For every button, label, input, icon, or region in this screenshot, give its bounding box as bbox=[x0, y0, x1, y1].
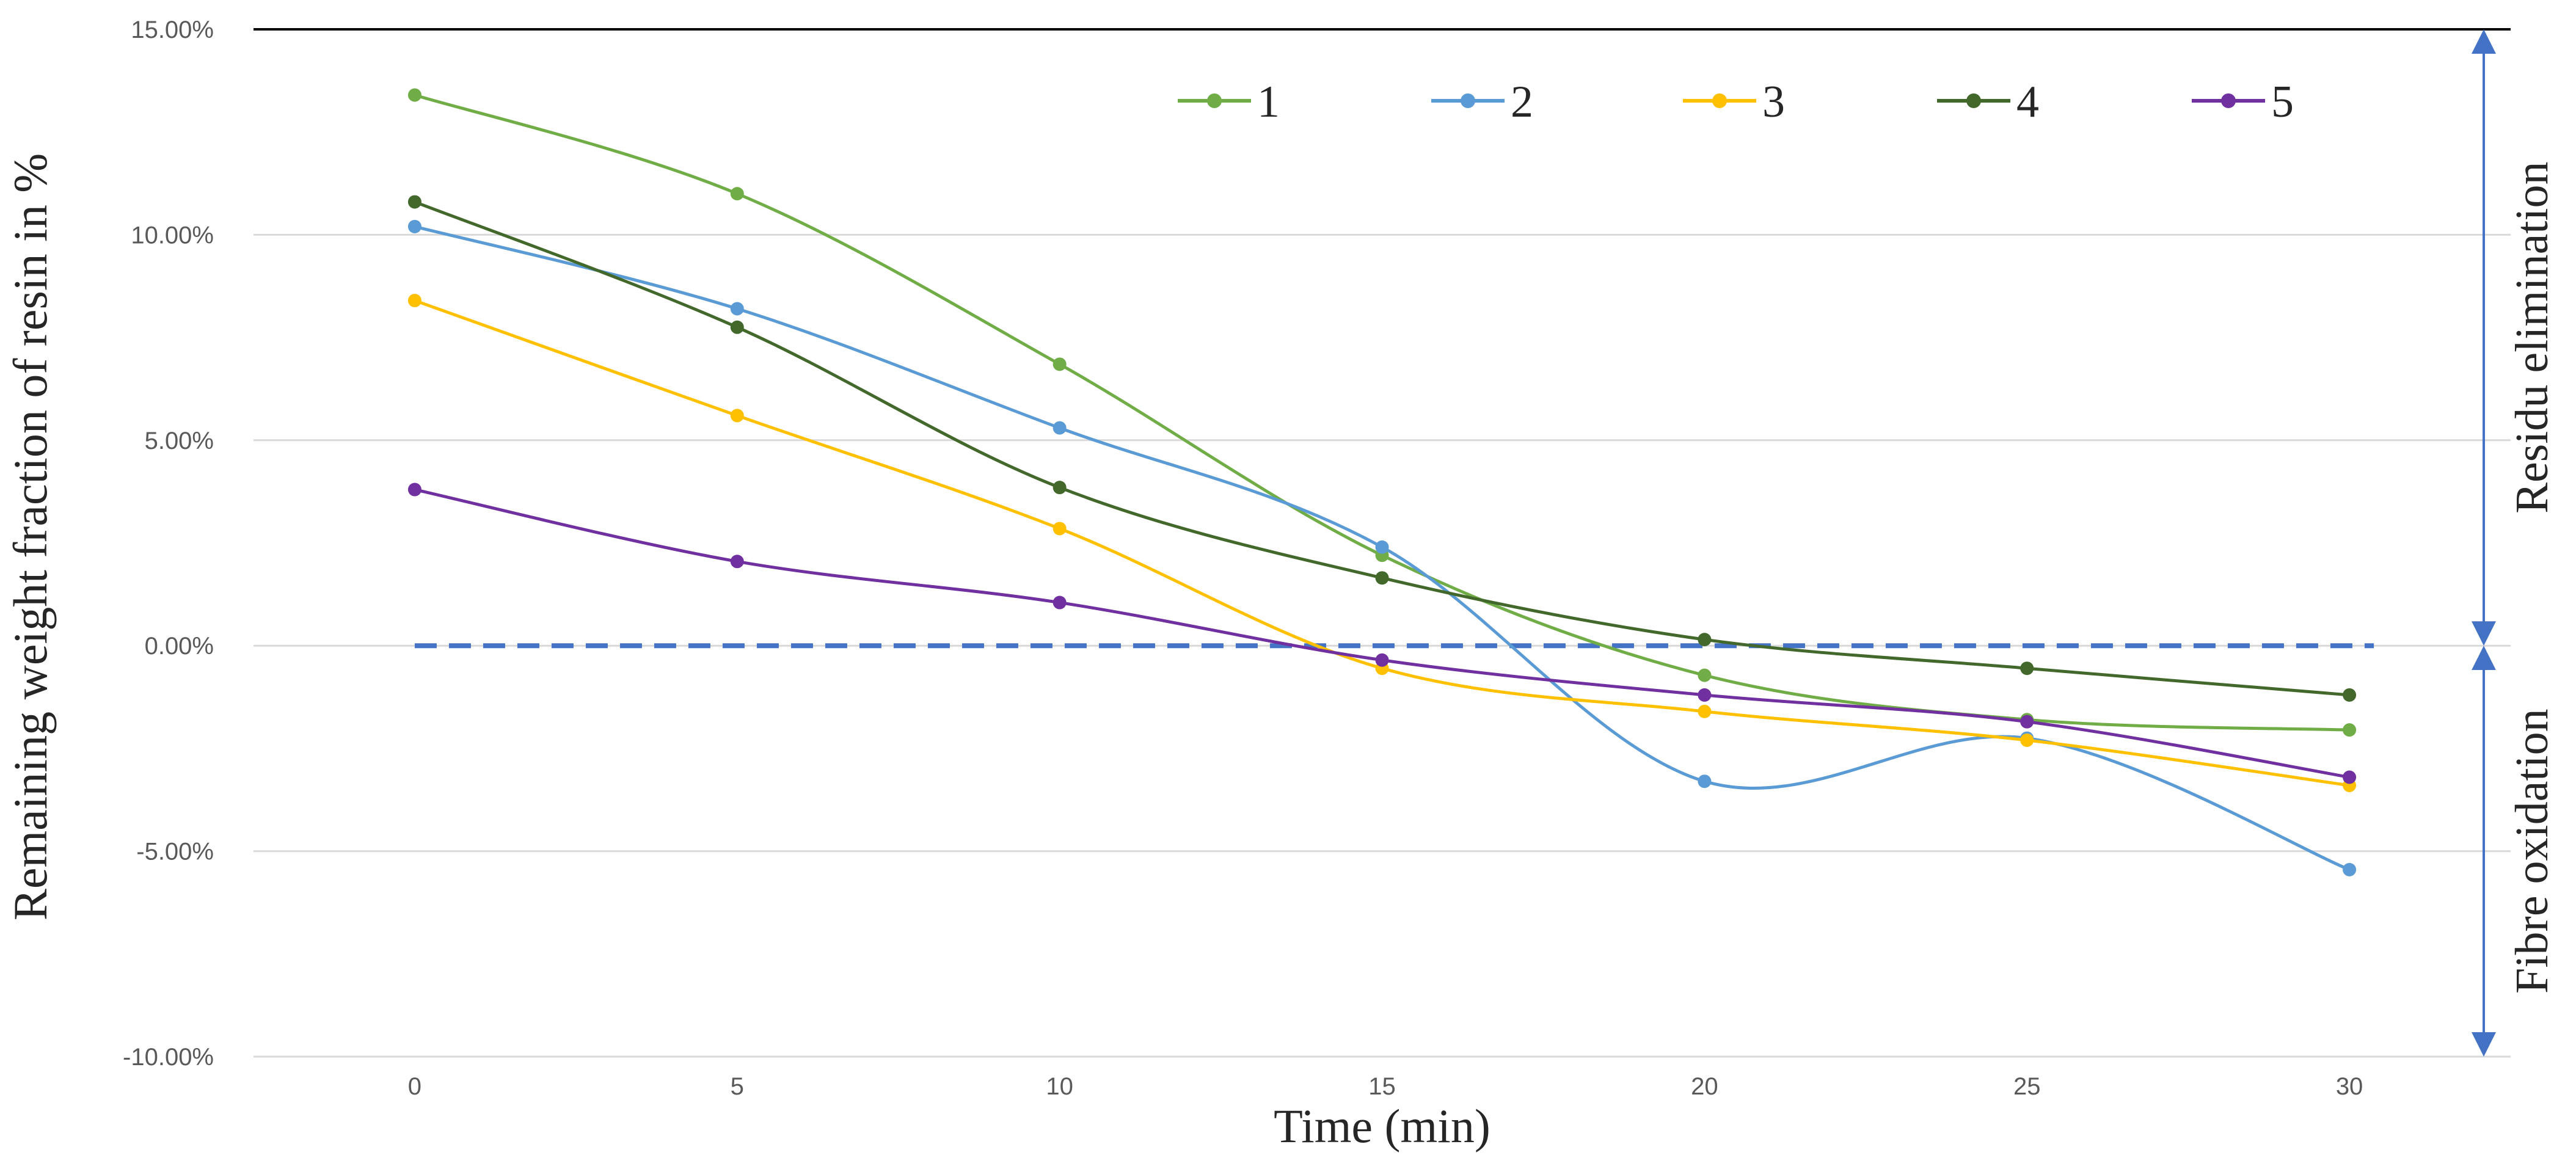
x-tick-label: 25 bbox=[2013, 1073, 2041, 1100]
legend-label: 5 bbox=[2271, 77, 2294, 127]
data-point bbox=[730, 302, 744, 316]
legend-marker bbox=[1712, 93, 1727, 108]
legend-item-3[interactable]: 3 bbox=[1683, 77, 1785, 127]
legend-label: 2 bbox=[1511, 77, 1533, 127]
data-point bbox=[730, 555, 744, 569]
y-tick-label: 5.00% bbox=[145, 428, 214, 454]
x-tick-label: 5 bbox=[731, 1073, 744, 1100]
data-point bbox=[2020, 715, 2034, 729]
data-point bbox=[2343, 862, 2357, 876]
y-tick-label: -10.00% bbox=[123, 1044, 214, 1071]
y-tick-label: -5.00% bbox=[136, 839, 214, 865]
legend-label: 4 bbox=[2016, 77, 2039, 127]
x-tick-label: 10 bbox=[1046, 1073, 1073, 1100]
legend-label: 3 bbox=[1762, 77, 1785, 127]
legend-marker bbox=[1461, 93, 1475, 108]
legend[interactable]: 1 2 3 4 5 bbox=[1178, 77, 2294, 127]
data-point bbox=[730, 187, 744, 201]
series-line-4 bbox=[414, 200, 2350, 697]
data-point bbox=[407, 483, 421, 497]
x-axis-ticks: 0 5 10 15 20 25 30 bbox=[408, 1073, 2363, 1100]
x-tick-label: 0 bbox=[408, 1073, 421, 1100]
data-point bbox=[1375, 653, 1389, 667]
data-point bbox=[730, 320, 744, 334]
data-point bbox=[407, 219, 421, 233]
data-point bbox=[1698, 633, 1712, 647]
data-point bbox=[1053, 595, 1067, 610]
y-tick-label: 15.00% bbox=[131, 16, 214, 43]
series-line-1 bbox=[414, 93, 2350, 732]
legend-marker bbox=[1966, 93, 1981, 108]
x-tick-label: 20 bbox=[1691, 1073, 1718, 1100]
data-point bbox=[1698, 688, 1712, 702]
x-tick-label: 15 bbox=[1368, 1073, 1396, 1100]
data-point bbox=[2343, 770, 2357, 784]
data-point bbox=[730, 409, 744, 423]
data-point bbox=[1698, 774, 1712, 788]
y-axis-ticks: -10.00% -5.00% 0.00% 5.00% 10.00% 15.00% bbox=[123, 16, 214, 1071]
y-axis-title: Remaining weight fraction of resin in % bbox=[4, 153, 57, 920]
y-tick-label: 0.00% bbox=[145, 633, 214, 660]
legend-item-4[interactable]: 4 bbox=[1937, 77, 2039, 127]
data-point bbox=[2020, 661, 2034, 676]
legend-marker bbox=[1207, 93, 1222, 108]
data-point bbox=[407, 195, 421, 209]
data-point bbox=[1053, 421, 1067, 435]
legend-item-1[interactable]: 1 bbox=[1178, 77, 1280, 127]
series-4 bbox=[407, 195, 2357, 702]
legend-marker bbox=[2221, 93, 2236, 108]
series-line-5 bbox=[414, 488, 2350, 779]
x-axis-title: Time (min) bbox=[1274, 1099, 1491, 1153]
y-tick-label: 10.00% bbox=[131, 222, 214, 249]
series-group bbox=[407, 88, 2357, 876]
series-1 bbox=[407, 88, 2357, 737]
data-point bbox=[2343, 688, 2357, 702]
data-point bbox=[1698, 704, 1712, 718]
x-tick-label: 30 bbox=[2336, 1073, 2363, 1100]
legend-item-5[interactable]: 5 bbox=[2192, 77, 2294, 127]
series-5 bbox=[407, 483, 2357, 784]
data-point bbox=[407, 294, 421, 308]
legend-label: 1 bbox=[1257, 77, 1280, 127]
data-point bbox=[1375, 540, 1389, 554]
legend-item-2[interactable]: 2 bbox=[1431, 77, 1533, 127]
data-point bbox=[2020, 733, 2034, 747]
annotation-label: Residu elimination bbox=[2506, 161, 2558, 513]
data-point bbox=[1375, 571, 1389, 585]
data-point bbox=[1053, 481, 1067, 495]
data-point bbox=[1698, 668, 1712, 682]
series-2 bbox=[407, 219, 2357, 876]
data-point bbox=[1053, 357, 1067, 371]
annotations: Residu elimination Fibre oxidation bbox=[2472, 29, 2558, 1057]
data-point bbox=[407, 88, 421, 102]
data-point bbox=[1053, 522, 1067, 536]
annotation-label: Fibre oxidation bbox=[2506, 708, 2558, 994]
data-point bbox=[2343, 723, 2357, 737]
